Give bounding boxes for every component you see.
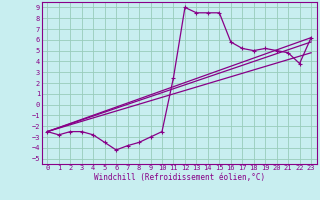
X-axis label: Windchill (Refroidissement éolien,°C): Windchill (Refroidissement éolien,°C): [94, 173, 265, 182]
